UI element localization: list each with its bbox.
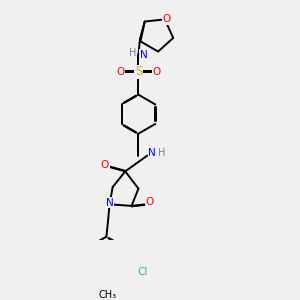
Text: H: H — [158, 148, 165, 158]
Text: O: O — [116, 67, 125, 77]
Text: N: N — [106, 198, 113, 208]
Text: N: N — [140, 50, 148, 59]
Text: O: O — [145, 197, 154, 207]
Text: N: N — [148, 148, 156, 158]
Text: H: H — [129, 48, 136, 58]
Text: O: O — [101, 160, 109, 170]
Text: Cl: Cl — [137, 267, 147, 277]
Text: CH₃: CH₃ — [99, 290, 117, 300]
Text: O: O — [152, 67, 160, 77]
Text: O: O — [162, 14, 171, 24]
Text: S: S — [135, 65, 142, 78]
